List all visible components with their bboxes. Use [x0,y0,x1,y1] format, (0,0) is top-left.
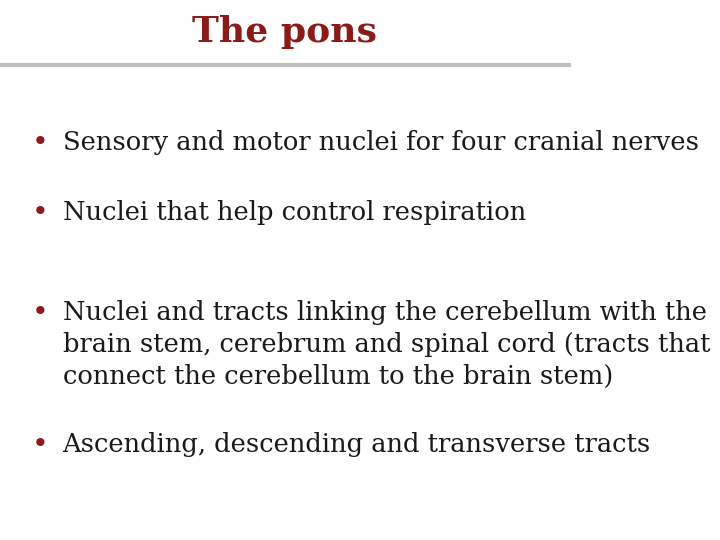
Text: The pons: The pons [192,16,377,49]
Text: •: • [32,200,48,227]
Text: Nuclei and tracts linking the cerebellum with the
brain stem, cerebrum and spina: Nuclei and tracts linking the cerebellum… [63,300,710,389]
Text: •: • [32,130,48,157]
Text: Sensory and motor nuclei for four cranial nerves: Sensory and motor nuclei for four crania… [63,130,698,154]
Text: Nuclei that help control respiration: Nuclei that help control respiration [63,200,526,225]
Text: •: • [32,432,48,459]
Text: •: • [32,300,48,327]
Text: Ascending, descending and transverse tracts: Ascending, descending and transverse tra… [63,432,651,457]
